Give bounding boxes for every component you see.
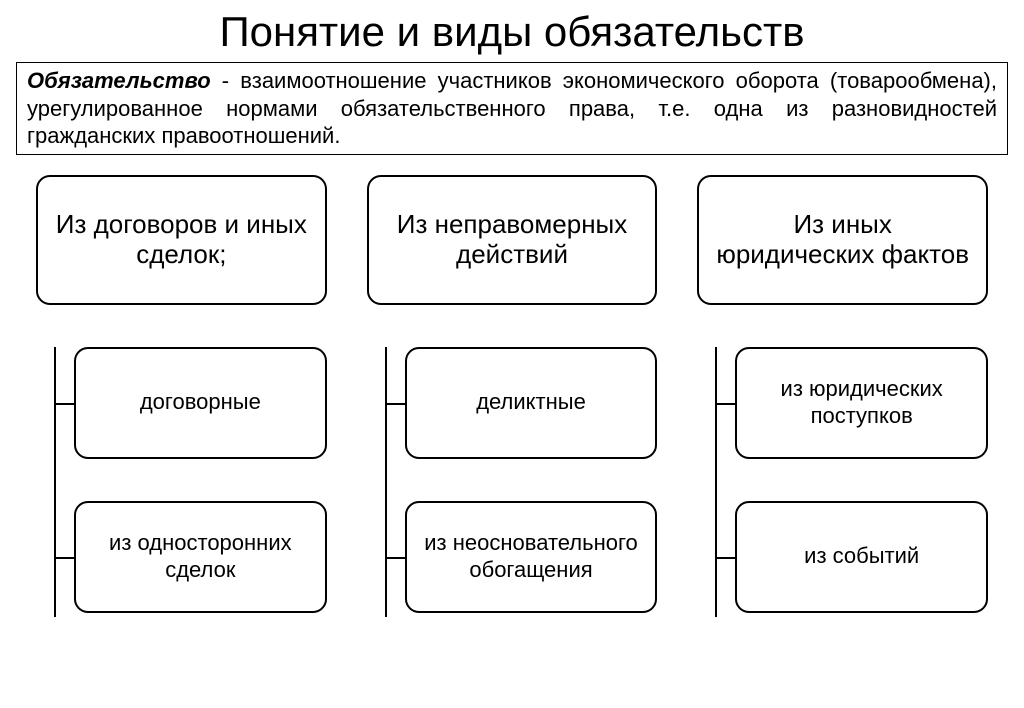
child-branch: из событий bbox=[735, 501, 988, 613]
children-container: деликтные из неосновательного обогащения bbox=[367, 347, 658, 613]
parent-box: Из иных юридических фактов bbox=[697, 175, 988, 305]
tree-col: Из договоров и иных сделок; договорные и… bbox=[36, 175, 327, 613]
child-box: из событий bbox=[735, 501, 988, 613]
child-box: из односторонних сделок bbox=[74, 501, 327, 613]
children-container: из юридических поступков из событий bbox=[697, 347, 988, 613]
child-box: из юридических поступков bbox=[735, 347, 988, 459]
tree-col: Из неправомерных действий деликтные из н… bbox=[367, 175, 658, 613]
definition-box: Обязательство - взаимоотношение участник… bbox=[16, 62, 1008, 155]
connector-trunk bbox=[54, 347, 56, 617]
connector-trunk bbox=[385, 347, 387, 617]
child-box: договорные bbox=[74, 347, 327, 459]
child-branch: из односторонних сделок bbox=[74, 501, 327, 613]
children-container: договорные из односторонних сделок bbox=[36, 347, 327, 613]
page-title: Понятие и виды обязательств bbox=[16, 8, 1008, 56]
child-branch: из юридических поступков bbox=[735, 347, 988, 459]
child-box: деликтные bbox=[405, 347, 658, 459]
child-branch: деликтные bbox=[405, 347, 658, 459]
parent-box: Из договоров и иных сделок; bbox=[36, 175, 327, 305]
child-branch: из неосновательного обогащения bbox=[405, 501, 658, 613]
parent-box: Из неправомерных действий bbox=[367, 175, 658, 305]
tree-columns: Из договоров и иных сделок; договорные и… bbox=[16, 175, 1008, 613]
connector-trunk bbox=[715, 347, 717, 617]
child-branch: договорные bbox=[74, 347, 327, 459]
definition-term: Обязательство bbox=[27, 68, 211, 93]
child-box: из неосновательного обогащения bbox=[405, 501, 658, 613]
tree-col: Из иных юридических фактов из юридически… bbox=[697, 175, 988, 613]
